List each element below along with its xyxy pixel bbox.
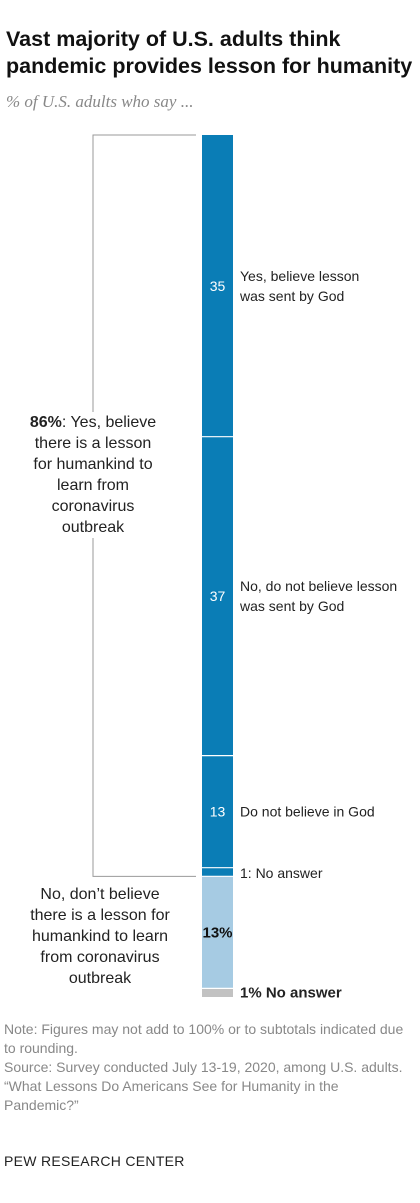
bar-segment bbox=[202, 135, 233, 437]
note-text: Note: Figures may not add to 100% or to … bbox=[4, 1021, 404, 1056]
segment-value-label: 13 bbox=[210, 804, 226, 820]
group-label-line: from coronavirus bbox=[40, 949, 160, 966]
group-label-line: 86%: Yes, believe bbox=[29, 414, 157, 431]
segment-label: 1: No answer bbox=[240, 865, 323, 881]
org-name: PEW RESEARCH CENTER bbox=[4, 1153, 185, 1169]
bar-segment bbox=[202, 867, 233, 877]
chart-title: Vast majority of U.S. adults think pande… bbox=[6, 27, 413, 78]
stacked-bar-chart: 35 Yes, believe lesson was sent by God 37 No… bbox=[92, 134, 397, 1000]
segment-label: was sent by God bbox=[239, 288, 344, 304]
bar-segment bbox=[202, 876, 233, 989]
group-label-line: outbreak bbox=[61, 519, 125, 536]
segment-value-label: 35 bbox=[210, 278, 226, 294]
group-label-line: coronavirus bbox=[51, 498, 135, 515]
group-label-line: there is a lesson for bbox=[30, 907, 170, 924]
group-total-value: 86% bbox=[29, 414, 62, 431]
segment-label: Yes, believe lesson bbox=[240, 268, 359, 284]
segment-value-label: 13% bbox=[202, 924, 232, 941]
bar-segment bbox=[202, 988, 233, 997]
group-label-no: No, don’t believe there is a lesson for hu… bbox=[2, 884, 198, 989]
segment-label: No, do not believe lesson bbox=[240, 578, 397, 594]
bar-segment bbox=[202, 755, 233, 868]
group-label-line: outbreak bbox=[68, 970, 132, 987]
group-label-line: for humankind to bbox=[33, 456, 153, 473]
group-label-line: learn from bbox=[56, 477, 130, 494]
segment-label: was sent by God bbox=[239, 598, 344, 614]
segment-value-label: 37 bbox=[210, 588, 226, 604]
segment-label: Do not believe in God bbox=[240, 804, 375, 820]
chart-subtitle: % of U.S. adults who say ... bbox=[6, 92, 194, 111]
group-label-yes: 86%: Yes, believe there is a lesson for hu… bbox=[8, 412, 178, 538]
report-title: “What Lessons Do Americans See for Human… bbox=[4, 1078, 339, 1113]
group-label-line: there is a lesson bbox=[34, 435, 152, 452]
segment-label: 1% No answer bbox=[240, 985, 342, 1000]
group-label-line: No, don’t believe bbox=[40, 886, 160, 903]
bar-segment bbox=[202, 436, 233, 756]
source-text: Source: Survey conducted July 13-19, 202… bbox=[4, 1059, 403, 1075]
group-label-line: humankind to learn bbox=[31, 928, 169, 945]
chart-notes: Note: Figures may not add to 100% or to … bbox=[4, 1020, 414, 1115]
